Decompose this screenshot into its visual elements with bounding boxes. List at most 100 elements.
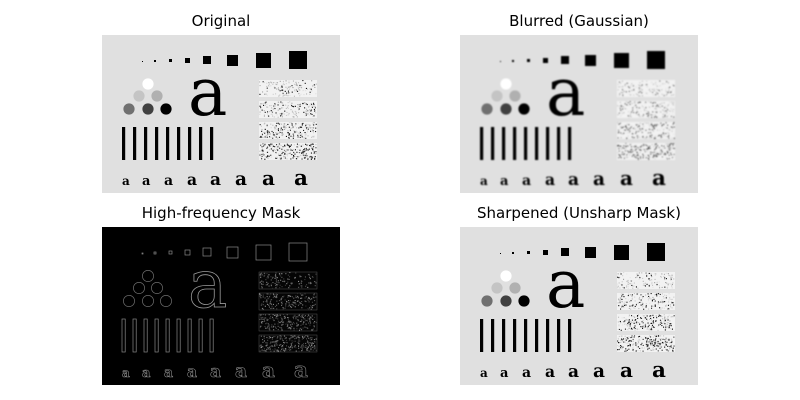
small-glyph: a	[568, 170, 579, 190]
small-glyph: a	[620, 358, 633, 382]
vertical-bar	[502, 319, 506, 352]
large-glyph: a	[546, 246, 585, 323]
small-glyph: a	[187, 362, 197, 381]
small-glyph: a	[210, 170, 221, 190]
large-glyph: a	[546, 54, 585, 131]
noise-patch	[617, 293, 675, 310]
square-mark	[256, 53, 271, 68]
small-glyph: a	[545, 170, 555, 189]
vertical-bar	[188, 127, 192, 160]
vertical-bar	[176, 318, 181, 353]
small-glyph: a	[164, 365, 173, 381]
square-mark	[527, 59, 530, 62]
square-mark	[512, 252, 514, 254]
square-mark	[543, 250, 548, 255]
noise-patch	[259, 101, 317, 118]
small-glyph: a	[500, 366, 509, 381]
vertical-bar	[132, 318, 137, 353]
square-mark	[614, 53, 629, 68]
square-mark	[527, 251, 530, 254]
test-pattern-original: aa a a a a a a a	[102, 35, 340, 193]
small-glyph: a	[235, 361, 247, 382]
vertical-bar	[480, 319, 484, 352]
large-glyph: a	[188, 246, 227, 323]
small-glyph: a	[142, 366, 151, 381]
gray-circle	[142, 78, 154, 90]
panel-title-blurred: Blurred (Gaussian)	[509, 12, 649, 30]
vertical-bar	[491, 127, 495, 160]
small-glyph: a	[262, 166, 275, 190]
noise-patch	[259, 122, 317, 139]
vertical-bar	[144, 127, 148, 160]
gray-circle	[500, 295, 512, 307]
small-glyph: a	[620, 166, 633, 190]
gray-circle	[491, 282, 503, 294]
vertical-bar	[524, 319, 528, 352]
small-glyph: a	[652, 358, 666, 383]
vertical-bar	[568, 127, 572, 160]
small-glyph: a	[522, 365, 531, 381]
square-mark	[585, 55, 596, 66]
small-glyph: a	[500, 174, 509, 189]
gray-circle	[500, 270, 512, 282]
vertical-bar	[198, 318, 203, 353]
square-mark	[561, 248, 569, 256]
vertical-bar	[209, 318, 214, 353]
small-glyph: a	[142, 174, 151, 189]
square-mark	[561, 56, 569, 64]
gray-circle	[123, 103, 135, 115]
vertical-bar	[121, 318, 126, 353]
gray-circle	[160, 103, 172, 115]
gray-circle	[518, 103, 530, 115]
square-mark	[512, 60, 514, 62]
noise-patch	[617, 101, 675, 118]
gray-circle	[481, 295, 493, 307]
square-mark	[169, 59, 172, 62]
small-glyph: a	[522, 173, 531, 189]
small-glyph: a	[652, 166, 666, 191]
vertical-bar	[155, 127, 159, 160]
small-glyph: a	[480, 366, 488, 380]
gray-circle	[142, 103, 154, 115]
gray-circle	[142, 270, 154, 282]
vertical-bar	[143, 318, 148, 353]
small-glyph: a	[164, 173, 173, 189]
square-mark	[289, 51, 307, 69]
vertical-bar	[546, 127, 550, 160]
noise-patch	[617, 272, 675, 289]
gray-circle	[509, 90, 521, 102]
noise-patch	[258, 271, 318, 290]
small-glyph: a	[294, 166, 308, 191]
square-mark	[585, 247, 596, 258]
noise-patch	[617, 80, 675, 97]
square-mark	[647, 51, 665, 69]
vertical-bar	[165, 318, 170, 353]
small-glyph: a	[545, 362, 555, 381]
small-glyph: a	[210, 362, 221, 382]
vertical-bar	[568, 319, 572, 352]
gray-circle	[151, 282, 163, 294]
noise-patch	[617, 122, 675, 139]
panel-title-original: Original	[191, 12, 251, 30]
gray-circle	[518, 295, 530, 307]
test-pattern-blurred: aa a a a a a a a	[460, 35, 698, 193]
square-mark	[184, 249, 191, 256]
gray-circle	[133, 90, 145, 102]
square-mark	[500, 61, 501, 62]
vertical-bar	[546, 319, 550, 352]
square-mark	[185, 58, 190, 63]
square-mark	[288, 242, 308, 262]
square-mark	[614, 245, 629, 260]
vertical-bar	[557, 319, 561, 352]
small-glyph: a	[480, 174, 488, 188]
vertical-bar	[187, 318, 192, 353]
square-mark	[142, 61, 143, 62]
vertical-bar	[513, 319, 517, 352]
gray-circle	[133, 282, 145, 294]
gray-circle	[509, 282, 521, 294]
vertical-bar	[535, 127, 539, 160]
noise-patch	[258, 313, 318, 332]
vertical-bar	[122, 127, 126, 160]
noise-patch	[617, 314, 675, 331]
gray-circle	[142, 295, 154, 307]
